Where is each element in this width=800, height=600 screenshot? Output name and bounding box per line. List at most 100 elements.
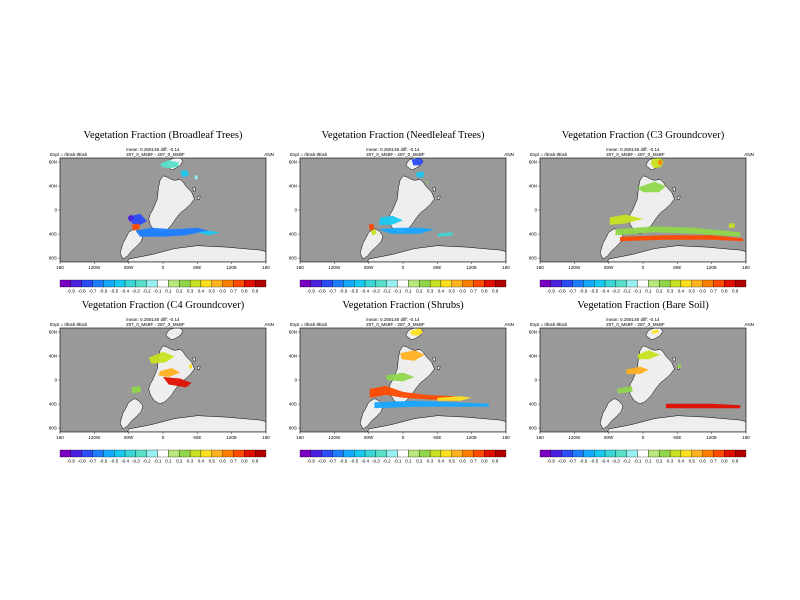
colorbar-swatch [92,279,104,288]
season-label: ANN [264,322,274,327]
colorbar-swatch [680,449,692,458]
vegetation-patch [369,385,455,401]
land-island-1 [672,186,676,192]
colorbar-swatch [440,279,452,288]
lat-tick-label: 0 [534,378,537,383]
colorbar-swatch [299,449,311,458]
colorbar-label: -0.8 [558,289,566,294]
vegetation-patch [131,223,141,231]
lon-tick-label: 120W [568,265,581,270]
colorbar-label: -0.5 [590,289,598,294]
colorbar-label: 0.8 [481,459,488,464]
colorbar-label: -0.7 [89,289,97,294]
lat-tick-label: 60N [529,330,537,335]
colorbar-swatch [539,279,551,288]
colorbar-swatch [189,279,202,288]
lon-tick-label: 60W [364,265,374,270]
stats-text: mean: 0.258146 diff: -0.14 [366,147,420,152]
vegetation-patch [437,396,472,401]
colorbar-swatch [637,449,649,458]
colorbar-label: -0.1 [634,459,642,464]
colorbar-swatch [473,279,485,288]
run-code: 297_0_MsBF - 297_0_MsBF [366,322,425,327]
colorbar-label: -0.5 [110,459,118,464]
lon-tick-label: 120E [226,435,237,440]
colorbar-swatch [233,279,245,288]
colorbar-swatch [550,449,562,458]
colorbar-label: 0.3 [427,289,434,294]
vegetation-patch [637,350,661,360]
lon-tick-label: 180 [742,265,750,270]
colorbar-swatch [124,279,137,288]
colorbar-label: -0.4 [361,289,369,294]
colorbar-label: 0.3 [187,459,194,464]
colorbar-label: -0.2 [623,289,631,294]
panel-title: Vegetation Fraction (C3 Groundcover) [561,130,725,141]
colorbar-swatch [364,279,377,288]
colorbar-label: -0.3 [132,459,140,464]
colorbar-label: -0.6 [339,289,347,294]
lat-tick-label: 0 [294,378,297,383]
colorbar-label: 0.2 [656,459,663,464]
lat-tick-label: 40N [529,354,537,359]
lat-tick-label: 80S [289,426,297,431]
colorbar-swatch [691,449,703,458]
land-scandinavia [645,328,664,341]
colorbar-swatch [702,449,714,458]
colorbar-label: 0.5 [209,289,216,294]
lon-tick-label: 120W [328,435,341,440]
colorbar-swatch [659,449,671,458]
land-south-america [119,398,144,430]
colorbar-swatch [332,449,344,458]
panel-needleleaf-trees: Vegetation Fraction (Needleleaf Trees) me… [288,130,518,294]
colorbar-label: -0.7 [329,289,337,294]
colorbar-swatch [626,449,638,458]
lon-tick-label: 180 [502,435,510,440]
vegetation-patch [400,350,425,361]
colorbar-label: -0.5 [590,459,598,464]
colorbar-swatch [92,449,104,458]
colorbar-swatch [233,449,245,458]
vegetation-patch [197,230,221,236]
vegetation-patch [437,232,454,237]
lon-tick-label: 180 [262,265,270,270]
colorbar-label: -0.3 [372,459,380,464]
colorbar-swatch [146,449,158,458]
lat-tick-label: 40S [529,402,537,407]
lat-tick-label: 40N [529,184,537,189]
colorbar-swatch [354,449,366,458]
colorbar-label: 0.1 [165,289,172,294]
colorbar-label: -0.1 [154,459,162,464]
colorbar-swatch [103,449,115,458]
colorbar-label: 0.6 [459,459,466,464]
lat-tick-label: 80S [49,256,57,261]
colorbar-label: 0.7 [230,459,237,464]
colorbar-swatch [735,449,747,458]
vegetation-patch [160,160,179,169]
lat-tick-label: 0 [294,208,297,213]
colorbar-swatch [539,449,551,458]
colorbar-swatch [135,279,147,288]
colorbar-label: 0.3 [667,459,674,464]
colorbar-label: 0.4 [678,459,685,464]
lat-tick-label: 0 [534,208,537,213]
experiment-label: Expt = rlEab-tlEab [50,152,88,157]
lat-tick-label: 40N [289,184,297,189]
colorbar-swatch [114,279,126,288]
colorbar-label: 0.4 [198,459,205,464]
colorbar-label: -0.6 [99,289,107,294]
colorbar-label: 0.1 [645,459,652,464]
vegetation-patch [385,372,415,382]
colorbar-swatch [419,279,431,288]
stats-text: mean: 0.258146 diff: -0.14 [126,147,180,152]
colorbar-swatch [211,279,223,288]
land-island-2 [197,365,201,370]
colorbar-label: -0.6 [339,459,347,464]
stats-text: mean: 0.258146 diff: -0.14 [366,317,420,322]
colorbar-label: -0.9 [67,289,75,294]
vegetation-patch [180,169,189,178]
lon-tick-label: 120E [226,265,237,270]
